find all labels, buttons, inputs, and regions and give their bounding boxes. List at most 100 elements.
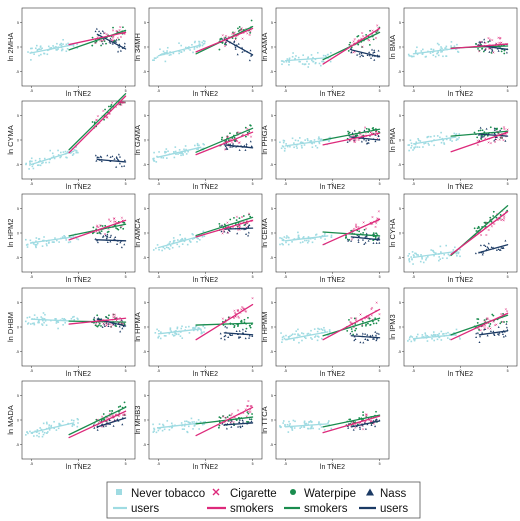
point-never [48,429,51,431]
point-never [441,257,444,259]
point-nass [350,47,353,50]
fit-line-never [30,422,75,434]
point-cig [371,29,374,32]
point-cig [111,101,114,104]
point-never [447,331,449,334]
point-never [303,63,306,66]
fit-line-never [284,235,329,242]
point-nass [96,428,99,431]
point-never [186,430,188,433]
y-tick-label: -5 [398,163,401,167]
point-never [301,63,304,65]
point-never [300,426,303,428]
point-never [418,146,421,148]
point-never [454,134,457,136]
point-never [326,53,329,56]
point-never [313,328,316,330]
point-never [455,48,457,51]
point-never [440,131,442,134]
point-wp [500,50,503,53]
point-never [300,145,303,147]
point-cig [235,215,238,218]
x-tick-label: 5 [125,182,127,186]
point-cig [350,238,354,241]
point-cig [115,29,118,32]
point-never [27,51,29,53]
point-never [422,336,425,338]
point-never [30,59,32,61]
point-never [184,237,186,240]
point-cig [246,222,249,225]
point-never [51,152,54,155]
point-never [281,242,283,245]
point-never [202,421,205,424]
x-tick-label: 0 [332,275,334,279]
point-wp [248,130,251,133]
point-never [173,334,176,337]
point-never [174,146,177,148]
panel-15: ln HPMM-505-5 0 5ln TNE2 [260,287,390,378]
point-never [310,427,313,430]
point-nass [482,251,485,254]
point-never [31,432,34,434]
point-never [281,338,284,341]
panel-10: ln AMCA-505-5 0 5ln TNE2 [133,193,263,284]
point-nass [361,424,364,427]
point-never [42,312,45,314]
point-never [60,44,63,47]
point-never [192,51,194,54]
fit-line-cig [68,317,127,325]
x-tick-label: -5 [284,182,287,186]
panel-17: ln MADA-505-5 0 5ln TNE2 [6,380,136,471]
panel-frame [275,100,390,180]
panel-5: ln CYMA-505-5 0 5ln TNE2 [6,93,136,191]
point-nass [368,51,371,54]
point-nass [235,330,238,333]
point-nass [361,238,364,241]
point-nass [93,316,96,319]
point-never [302,54,304,56]
point-never [153,428,156,431]
point-never [198,45,201,48]
point-never [203,143,205,146]
x-tick-label: 0 [205,182,207,186]
point-cig [500,218,503,222]
point-cig [495,42,498,45]
point-never [408,260,411,263]
point-cig [362,428,365,431]
point-wp [357,43,360,46]
point-never [282,420,285,422]
point-never [290,334,293,337]
point-never [185,420,188,423]
point-wp [348,238,351,241]
point-nass [227,419,230,422]
legend-marker-never [116,489,122,495]
point-nass [360,54,363,57]
point-never [32,242,35,245]
point-never [197,148,199,150]
point-never [446,337,449,339]
point-never [316,339,319,342]
point-never [279,425,281,427]
y-tick-label: -5 [143,350,146,354]
point-nass [493,128,496,131]
point-nass [117,153,120,156]
point-nass [231,145,234,148]
point-never [29,47,32,50]
point-wp [478,226,480,229]
point-nass [112,323,115,326]
point-never [318,136,320,138]
fit-line-cig [68,410,127,439]
point-wp [351,330,353,333]
point-never [311,142,314,145]
point-never [41,245,44,247]
y-tick-label: -5 [16,350,19,354]
point-never [291,426,293,429]
point-never [180,44,182,47]
point-nass [225,326,228,329]
point-wp [100,230,103,232]
point-never [412,149,414,151]
point-never [321,60,323,63]
legend-frame [106,481,421,519]
point-cig [488,38,491,41]
